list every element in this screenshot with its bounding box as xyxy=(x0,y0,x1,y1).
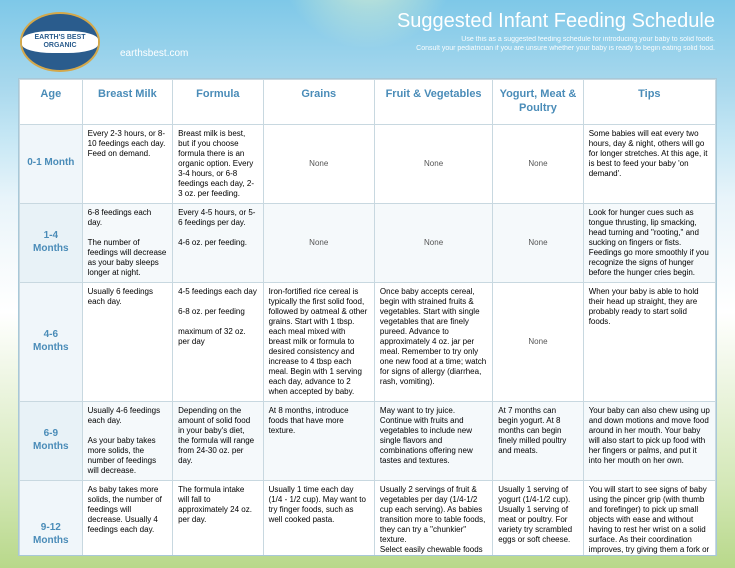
table-row: 4-6 MonthsUsually 6 feedings each day.4-… xyxy=(20,282,716,401)
brand-logo: EARTH'S BEST ORGANIC xyxy=(20,12,100,72)
cell-gr: At 8 months, introduce foods that have m… xyxy=(263,401,374,480)
cell-gr: Iron-fortified rice cereal is typically … xyxy=(263,282,374,401)
cell-fm: 4-5 feedings each day 6-8 oz. per feedin… xyxy=(173,282,263,401)
cell-fv: Usually 2 servings of fruit & vegetables… xyxy=(374,480,492,556)
cell-tp: Some babies will eat every two hours, da… xyxy=(583,124,715,203)
cell-fv: None xyxy=(374,203,492,282)
cell-fv: May want to try juice. Continue with fru… xyxy=(374,401,492,480)
col-breast-milk: Breast Milk xyxy=(82,80,172,125)
table-row: 9-12 MonthsAs baby takes more solids, th… xyxy=(20,480,716,556)
col-fruit-veg: Fruit & Vegetables xyxy=(374,80,492,125)
cell-bm: Usually 4-6 feedings each day. As your b… xyxy=(82,401,172,480)
cell-tp: When your baby is able to hold their hea… xyxy=(583,282,715,401)
table-row: 0-1 MonthEvery 2-3 hours, or 8-10 feedin… xyxy=(20,124,716,203)
cell-fv: None xyxy=(374,124,492,203)
table-row: 6-9 MonthsUsually 4-6 feedings each day.… xyxy=(20,401,716,480)
page-title: Suggested Infant Feeding Schedule xyxy=(397,10,715,33)
col-grains: Grains xyxy=(263,80,374,125)
cell-gr: None xyxy=(263,203,374,282)
cell-bm: Every 2-3 hours, or 8-10 feedings each d… xyxy=(82,124,172,203)
site-url: earthsbest.com xyxy=(120,48,188,59)
feeding-schedule-table: Age Breast Milk Formula Grains Fruit & V… xyxy=(19,79,716,556)
cell-ym: None xyxy=(493,124,583,203)
col-formula: Formula xyxy=(173,80,263,125)
cell-ym: Usually 1 serving of yogurt (1/4-1/2 cup… xyxy=(493,480,583,556)
table-header-row: Age Breast Milk Formula Grains Fruit & V… xyxy=(20,80,716,125)
col-age: Age xyxy=(20,80,83,125)
col-yogurt-meat: Yogurt, Meat & Poultry xyxy=(493,80,583,125)
cell-bm: 6-8 feedings each day. The number of fee… xyxy=(82,203,172,282)
table-row: 1-4 Months6-8 feedings each day. The num… xyxy=(20,203,716,282)
cell-tp: Your baby can also chew using up and dow… xyxy=(583,401,715,480)
cell-fm: Depending on the amount of solid food in… xyxy=(173,401,263,480)
cell-age: 0-1 Month xyxy=(20,124,83,203)
cell-ym: None xyxy=(493,203,583,282)
subtitle-1: Use this as a suggested feeding schedule… xyxy=(397,35,715,44)
page-header: Suggested Infant Feeding Schedule Use th… xyxy=(397,10,715,53)
cell-ym: At 7 months can begin yogurt. At 8 month… xyxy=(493,401,583,480)
cell-fm: Breast milk is best, but if you choose f… xyxy=(173,124,263,203)
cell-age: 4-6 Months xyxy=(20,282,83,401)
cell-bm: Usually 6 feedings each day. xyxy=(82,282,172,401)
cell-age: 1-4 Months xyxy=(20,203,83,282)
cell-bm: As baby takes more solids, the number of… xyxy=(82,480,172,556)
cell-fm: The formula intake will fall to approxim… xyxy=(173,480,263,556)
cell-fv: Once baby accepts cereal, begin with str… xyxy=(374,282,492,401)
cell-age: 9-12 Months xyxy=(20,480,83,556)
feeding-table-container: Age Breast Milk Formula Grains Fruit & V… xyxy=(18,78,717,556)
cell-gr: Usually 1 time each day (1/4 - 1/2 cup).… xyxy=(263,480,374,556)
cell-tp: Look for hunger cues such as tongue thru… xyxy=(583,203,715,282)
cell-ym: None xyxy=(493,282,583,401)
cell-age: 6-9 Months xyxy=(20,401,83,480)
cell-fm: Every 4-5 hours, or 5-6 feedings per day… xyxy=(173,203,263,282)
cell-gr: None xyxy=(263,124,374,203)
subtitle-2: Consult your pediatrician if you are uns… xyxy=(397,44,715,53)
col-tips: Tips xyxy=(583,80,715,125)
cell-tp: You will start to see signs of baby usin… xyxy=(583,480,715,556)
